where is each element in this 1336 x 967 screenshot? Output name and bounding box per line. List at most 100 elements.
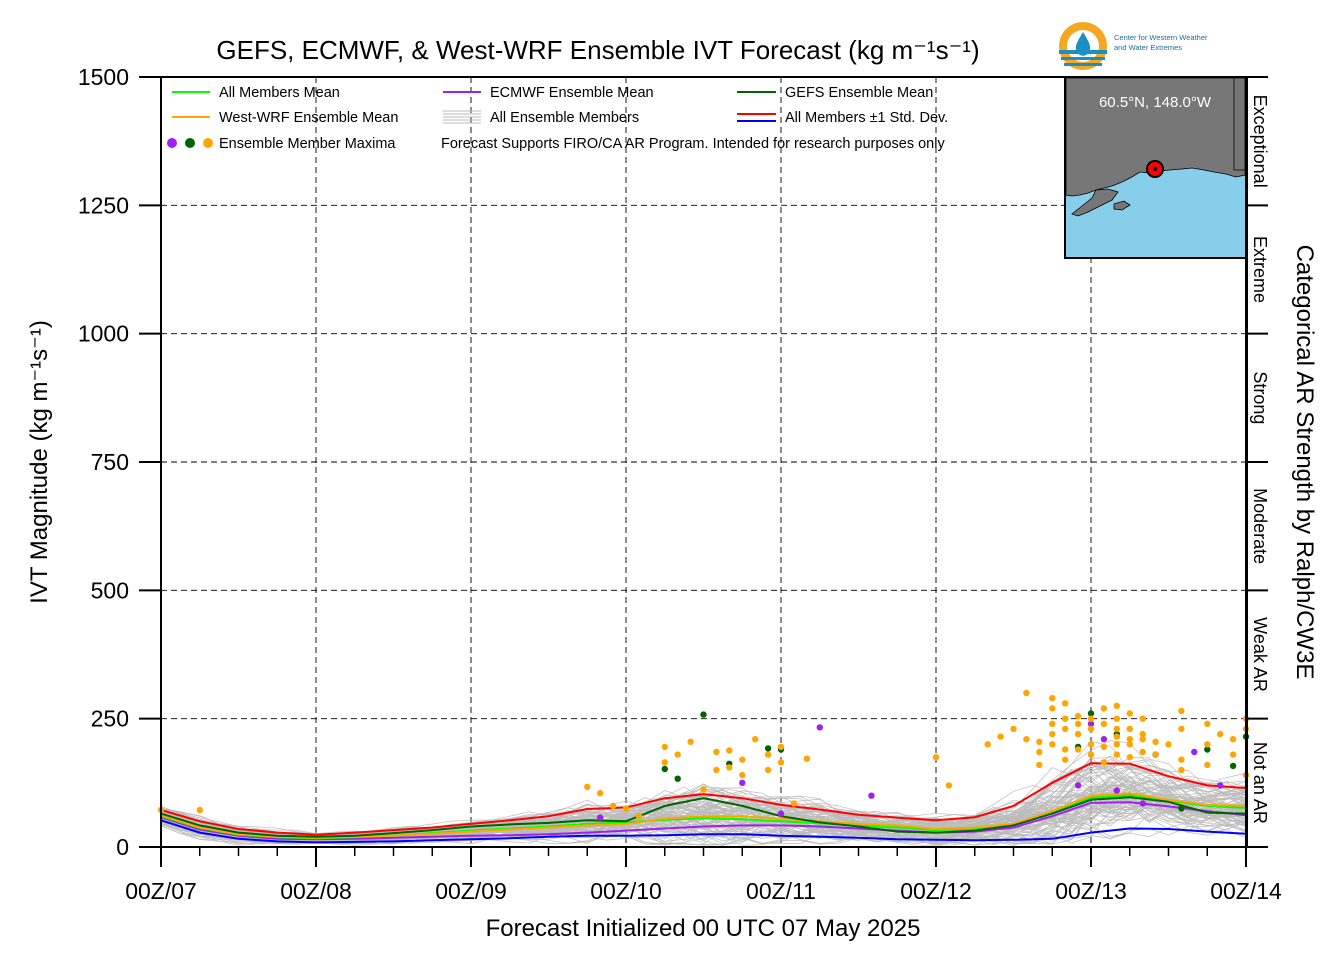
maxima-point-west-wrf (584, 783, 591, 791)
maxima-point-west-wrf (661, 743, 668, 751)
maxima-point-west-wrf (1165, 741, 1172, 748)
legend-swatch-maxima-westwrf (203, 138, 213, 148)
legend-swatch-maxima-gefs (185, 138, 195, 148)
maxima-point-west-wrf (945, 782, 953, 789)
x-tick-label: 00Z/10 (590, 878, 662, 904)
category-label: Moderate (1250, 488, 1270, 564)
maxima-point-west-wrf (1139, 730, 1146, 738)
ensemble-maxima (157, 689, 1250, 821)
maxima-point-ecmwf (597, 814, 604, 821)
maxima-point-west-wrf (1049, 694, 1056, 702)
legend-swatch-all-ensemble-members (443, 110, 481, 124)
x-tick-label: 00Z/07 (125, 878, 197, 904)
maxima-point-west-wrf (777, 759, 785, 766)
maxima-point-west-wrf (1074, 720, 1082, 727)
x-tick-label: 00Z/09 (435, 878, 507, 904)
maxima-point-west-wrf (1062, 700, 1069, 707)
gefs-mean-line (160, 796, 1247, 838)
maxima-point-west-wrf (1010, 725, 1017, 733)
maxima-point-west-wrf (1126, 741, 1134, 748)
maxima-point-ecmwf (1217, 782, 1224, 789)
maxima-point-gefs (764, 745, 772, 752)
maxima-point-west-wrf (764, 766, 772, 774)
y-tick-label: 1000 (78, 321, 129, 347)
y-tick-label: 1500 (78, 64, 129, 90)
maxima-point-west-wrf (932, 754, 940, 761)
maxima-point-gefs (1204, 746, 1211, 753)
x-tick-label: 00Z/11 (746, 878, 816, 904)
maxima-point-west-wrf (687, 738, 694, 745)
series-lines (160, 762, 1247, 844)
maxima-point-west-wrf (1126, 754, 1134, 761)
maxima-point-west-wrf (739, 756, 746, 763)
maxima-point-west-wrf (1087, 725, 1095, 733)
maxima-point-west-wrf (764, 751, 772, 758)
legend-label-gefs-mean: GEFS Ensemble Mean (785, 85, 933, 101)
logo-text-line1: Center for Western Weather (1114, 33, 1208, 42)
maxima-point-west-wrf (1023, 689, 1030, 697)
maxima-point-west-wrf (1100, 720, 1108, 727)
maxima-point-gefs (1178, 805, 1185, 812)
maxima-point-ecmwf (777, 810, 785, 817)
logo-wave-icon (1061, 57, 1105, 60)
maxima-point-west-wrf (1229, 736, 1237, 743)
maxima-point-ecmwf (1074, 782, 1082, 789)
std-upper-line (160, 762, 1247, 836)
maxima-point-ecmwf (1100, 736, 1108, 743)
legend-swatch-maxima-ecmwf (167, 138, 177, 148)
maxima-point-west-wrf (1204, 741, 1211, 748)
maxima-point-gefs (1229, 762, 1237, 770)
right-axis-title: Categorical AR Strength by Ralph/CW3E (1291, 245, 1318, 680)
maxima-point-west-wrf (1178, 725, 1185, 733)
maxima-point-west-wrf (1126, 736, 1134, 743)
maxima-point-west-wrf (1036, 761, 1043, 769)
maxima-point-west-wrf (1152, 751, 1159, 758)
maxima-point-west-wrf (1049, 730, 1056, 738)
maxima-point-west-wrf (1139, 736, 1146, 743)
legend-label-all-ensemble-members: All Ensemble Members (490, 110, 639, 126)
maxima-point-west-wrf (726, 747, 733, 754)
maxima-point-west-wrf (1113, 725, 1121, 733)
y-tick-label: 750 (91, 449, 129, 475)
inset-map-peninsula (1071, 188, 1119, 217)
maxima-point-west-wrf (1087, 751, 1095, 758)
legend-label-all-members-mean: All Members Mean (219, 85, 340, 101)
maxima-point-west-wrf (1036, 738, 1043, 745)
maxima-point-west-wrf (1062, 756, 1069, 763)
maxima-point-west-wrf (1100, 743, 1108, 751)
maxima-point-west-wrf (984, 741, 991, 748)
maxima-point-ecmwf (816, 724, 823, 731)
water-drop-icon (1075, 32, 1091, 56)
cw3e-logo: Center for Western Weather and Water Ext… (1059, 22, 1208, 70)
maxima-point-gefs (1087, 710, 1095, 717)
maxima-point-west-wrf (1023, 736, 1030, 743)
x-tick-label: 00Z/12 (900, 878, 972, 904)
inset-map-island (1113, 200, 1131, 211)
maxima-point-west-wrf (1113, 733, 1121, 740)
maxima-point-west-wrf (1049, 705, 1056, 712)
maxima-point-west-wrf (1087, 741, 1095, 748)
maxima-point-west-wrf (1049, 720, 1056, 727)
location-marker-center-icon (1153, 167, 1157, 171)
legend-disclaimer: Forecast Supports FIRO/CA AR Program. In… (441, 136, 945, 152)
maxima-point-west-wrf (1100, 705, 1108, 712)
inset-map-coast-border (1233, 78, 1245, 171)
maxima-point-ecmwf (868, 792, 875, 799)
category-label: Not an AR (1250, 742, 1270, 824)
maxima-point-west-wrf (1062, 725, 1069, 733)
maxima-point-west-wrf (700, 786, 707, 793)
maxima-point-gefs (674, 775, 681, 782)
maxima-point-gefs (700, 711, 707, 718)
maxima-point-west-wrf (713, 766, 720, 774)
maxima-point-west-wrf (622, 805, 630, 812)
maxima-point-west-wrf (790, 800, 798, 807)
maxima-point-west-wrf (1100, 759, 1108, 766)
maxima-point-west-wrf (1074, 746, 1082, 753)
legend-label-std-dev: All Members ±1 Std. Dev. (785, 110, 948, 126)
x-axis-title: Forecast Initialized 00 UTC 07 May 2025 (486, 915, 921, 942)
chart-title: GEFS, ECMWF, & West-WRF Ensemble IVT For… (216, 35, 979, 65)
category-label: Weak AR (1250, 617, 1270, 692)
legend-label-ecmwf-mean: ECMWF Ensemble Mean (490, 85, 654, 101)
maxima-point-west-wrf (1204, 720, 1211, 727)
